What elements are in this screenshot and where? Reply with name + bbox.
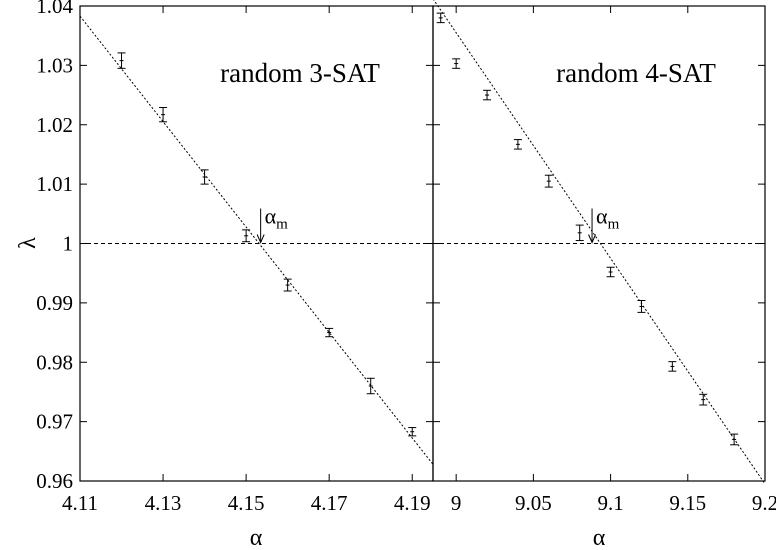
data-point bbox=[452, 58, 461, 69]
x-tick-label: 9 bbox=[451, 491, 462, 515]
x-tick-labels: 4.11 4.13 4.15 4.17 4.19 bbox=[62, 491, 431, 515]
x-tick-label: 4.11 bbox=[62, 491, 98, 515]
y-tick-labels: 0.96 0.97 0.98 0.99 1 1.01 1.02 1.03 1.04 bbox=[36, 0, 73, 493]
y-tick-label: 1.02 bbox=[36, 113, 73, 137]
x-axis-label: α bbox=[250, 525, 263, 550]
y-tick-label: 0.99 bbox=[36, 291, 73, 315]
y-tick-label: 0.97 bbox=[36, 410, 73, 434]
data-points bbox=[117, 52, 417, 437]
data-point bbox=[408, 427, 417, 437]
panel-title: random 3-SAT bbox=[220, 58, 380, 88]
x-tick-label: 9.15 bbox=[669, 491, 706, 515]
data-point bbox=[730, 433, 739, 446]
data-point bbox=[159, 107, 168, 123]
data-point bbox=[436, 12, 445, 24]
panel-4sat: 9 9.05 9.1 9.15 9.2 random 4-SAT αm α bbox=[432, 0, 776, 550]
arrow-head bbox=[256, 234, 265, 244]
x-axis-label: α bbox=[593, 525, 606, 550]
y-tick-label: 1.01 bbox=[36, 172, 73, 196]
data-point bbox=[637, 300, 646, 313]
x-tick-label: 4.19 bbox=[394, 491, 431, 515]
data-point bbox=[325, 327, 334, 338]
data-point bbox=[483, 89, 492, 101]
x-tick-label: 4.15 bbox=[228, 491, 265, 515]
y-tick-label: 1 bbox=[63, 232, 74, 256]
annotation-label: αm bbox=[265, 204, 289, 233]
data-point bbox=[242, 229, 251, 243]
data-point bbox=[366, 377, 375, 395]
x-tick-label: 9.1 bbox=[597, 491, 623, 515]
data-point bbox=[283, 278, 292, 292]
fit-line bbox=[79, 15, 434, 465]
fit-line bbox=[433, 0, 766, 485]
x-tick-label: 4.17 bbox=[311, 491, 348, 515]
data-point bbox=[117, 52, 126, 69]
annotation-label: αm bbox=[596, 204, 620, 233]
data-point bbox=[606, 266, 615, 278]
data-point bbox=[668, 361, 677, 372]
x-tick-label: 9.2 bbox=[752, 491, 776, 515]
data-point bbox=[575, 224, 584, 242]
y-tick-label: 1.04 bbox=[36, 0, 73, 18]
x-tick-label: 4.13 bbox=[145, 491, 182, 515]
data-point bbox=[200, 169, 209, 185]
y-tick-label: 1.03 bbox=[36, 53, 73, 77]
data-point bbox=[699, 393, 708, 406]
y-axis-label: λ bbox=[15, 237, 41, 249]
data-point bbox=[544, 174, 553, 188]
x-tick-label: 9.05 bbox=[515, 491, 552, 515]
alpha-m-annotation: αm bbox=[256, 204, 289, 244]
panel-title: random 4-SAT bbox=[556, 58, 716, 88]
data-point bbox=[513, 139, 522, 150]
arrow-head bbox=[588, 234, 597, 244]
x-tick-labels: 9 9.05 9.1 9.15 9.2 bbox=[451, 491, 776, 515]
fit-line bbox=[433, 0, 766, 485]
alpha-m-annotation: αm bbox=[588, 204, 620, 244]
data-points bbox=[436, 12, 739, 446]
y-tick-label: 0.96 bbox=[36, 469, 73, 493]
fit-line bbox=[79, 15, 434, 465]
y-tick-label: 0.98 bbox=[36, 350, 73, 374]
tick-marks bbox=[79, 5, 433, 482]
